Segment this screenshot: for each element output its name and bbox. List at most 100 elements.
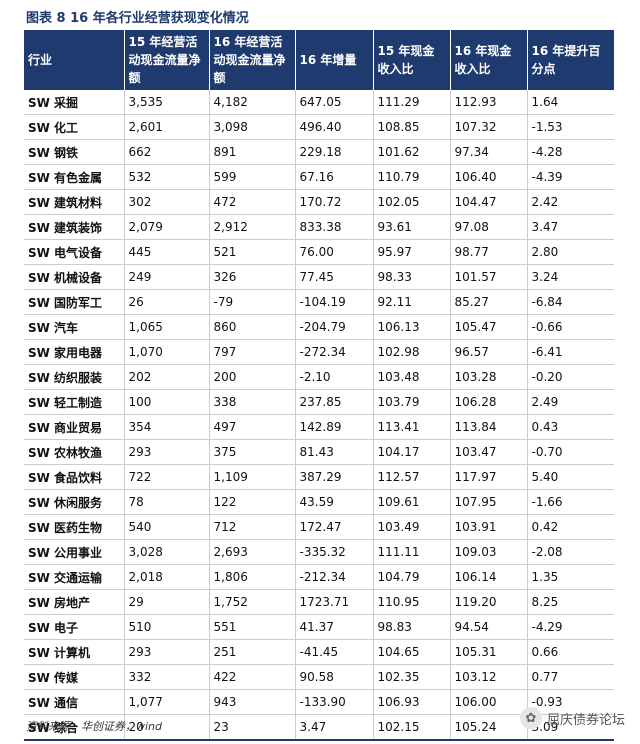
- value-cell: 41.37: [295, 614, 374, 640]
- value-cell: 860: [209, 314, 296, 340]
- watermark: ✿ 屈庆债券论坛: [520, 707, 625, 729]
- value-cell: 106.40: [450, 164, 528, 190]
- value-cell: 142.89: [295, 414, 374, 440]
- value-cell: 251: [209, 639, 296, 665]
- table-row: SW 家用电器 1,070 797 -272.34 102.98 96.57 -6.41: [24, 339, 614, 365]
- value-cell: 0.42: [527, 514, 614, 540]
- value-cell: 109.03: [450, 539, 528, 565]
- col-header-cf15: 15 年经营活动现金流量净额: [124, 30, 210, 90]
- value-cell: 200: [209, 364, 296, 390]
- value-cell: 108.85: [373, 114, 451, 140]
- value-cell: 375: [209, 439, 296, 465]
- table-row: SW 国防军工 26 -79 -104.19 92.11 85.27 -6.84: [24, 289, 614, 315]
- value-cell: 332: [124, 664, 210, 690]
- value-cell: 2.49: [527, 389, 614, 415]
- col-header-increase: 16 年增量: [295, 30, 374, 90]
- value-cell: 76.00: [295, 239, 374, 265]
- value-cell: 106.93: [373, 689, 451, 715]
- value-cell: 122: [209, 489, 296, 515]
- value-cell: -1.66: [527, 489, 614, 515]
- value-cell: 2,912: [209, 214, 296, 240]
- table-row: SW 传媒 332 422 90.58 102.35 103.12 0.77: [24, 664, 614, 690]
- value-cell: 102.35: [373, 664, 451, 690]
- value-cell: 3,535: [124, 90, 210, 115]
- value-cell: -4.39: [527, 164, 614, 190]
- value-cell: 78: [124, 489, 210, 515]
- value-cell: 106.14: [450, 564, 528, 590]
- value-cell: 496.40: [295, 114, 374, 140]
- value-cell: 712: [209, 514, 296, 540]
- value-cell: 302: [124, 189, 210, 215]
- value-cell: 445: [124, 239, 210, 265]
- value-cell: 43.59: [295, 489, 374, 515]
- value-cell: 170.72: [295, 189, 374, 215]
- value-cell: 113.84: [450, 414, 528, 440]
- table-row: SW 综合 20 23 3.47 102.15 105.24 3.09: [24, 714, 614, 741]
- value-cell: 107.95: [450, 489, 528, 515]
- col-header-pp-change: 16 年提升百分点: [527, 30, 614, 90]
- table-row: SW 轻工制造 100 338 237.85 103.79 106.28 2.49: [24, 389, 614, 415]
- value-cell: 106.13: [373, 314, 451, 340]
- value-cell: 109.61: [373, 489, 451, 515]
- value-cell: 97.34: [450, 139, 528, 165]
- value-cell: 105.47: [450, 314, 528, 340]
- industry-name-cell: SW 传媒: [24, 664, 125, 690]
- value-cell: 647.05: [295, 90, 374, 115]
- value-cell: 92.11: [373, 289, 451, 315]
- value-cell: 104.47: [450, 189, 528, 215]
- table-row: SW 钢铁 662 891 229.18 101.62 97.34 -4.28: [24, 139, 614, 165]
- value-cell: 119.20: [450, 589, 528, 615]
- table-row: SW 交通运输 2,018 1,806 -212.34 104.79 106.14 1.35: [24, 564, 614, 590]
- value-cell: 107.32: [450, 114, 528, 140]
- value-cell: 106.28: [450, 389, 528, 415]
- col-header-industry: 行业: [24, 30, 125, 90]
- value-cell: -0.70: [527, 439, 614, 465]
- value-cell: -6.41: [527, 339, 614, 365]
- value-cell: -104.19: [295, 289, 374, 315]
- value-cell: 202: [124, 364, 210, 390]
- industry-name-cell: SW 食品饮料: [24, 464, 125, 490]
- industry-name-cell: SW 建筑材料: [24, 189, 125, 215]
- industry-name-cell: SW 轻工制造: [24, 389, 125, 415]
- table-row: SW 有色金属 532 599 67.16 110.79 106.40 -4.39: [24, 164, 614, 190]
- value-cell: 93.61: [373, 214, 451, 240]
- value-cell: -1.53: [527, 114, 614, 140]
- value-cell: 1,806: [209, 564, 296, 590]
- industry-name-cell: SW 计算机: [24, 639, 125, 665]
- value-cell: 101.57: [450, 264, 528, 290]
- value-cell: 26: [124, 289, 210, 315]
- table-row: SW 公用事业 3,028 2,693 -335.32 111.11 109.03 -2.0…: [24, 539, 614, 565]
- value-cell: 354: [124, 414, 210, 440]
- table-row: SW 采掘 3,535 4,182 647.05 111.29 112.93 1.64: [24, 90, 614, 115]
- table-row: SW 计算机 293 251 -41.45 104.65 105.31 0.66: [24, 639, 614, 665]
- value-cell: 111.29: [373, 90, 451, 115]
- value-cell: 0.77: [527, 664, 614, 690]
- industry-name-cell: SW 通信: [24, 689, 125, 715]
- value-cell: 8.25: [527, 589, 614, 615]
- value-cell: 102.15: [373, 714, 451, 741]
- value-cell: 95.97: [373, 239, 451, 265]
- industry-name-cell: SW 公用事业: [24, 539, 125, 565]
- value-cell: 106.00: [450, 689, 528, 715]
- value-cell: 20: [124, 714, 210, 741]
- value-cell: 3.47: [527, 214, 614, 240]
- value-cell: -0.93: [527, 689, 614, 715]
- watermark-text: 屈庆债券论坛: [547, 712, 626, 728]
- industry-name-cell: SW 交通运输: [24, 564, 125, 590]
- value-cell: 104.65: [373, 639, 451, 665]
- col-header-cf16: 16 年经营活动现金流量净额: [209, 30, 296, 90]
- wechat-icon: ✿: [520, 707, 542, 729]
- industry-name-cell: SW 商业贸易: [24, 414, 125, 440]
- value-cell: 100: [124, 389, 210, 415]
- value-cell: 532: [124, 164, 210, 190]
- figure-title: 图表 8 16 年各行业经营获现变化情况: [26, 11, 249, 26]
- value-cell: 1,077: [124, 689, 210, 715]
- value-cell: 4,182: [209, 90, 296, 115]
- value-cell: 2.42: [527, 189, 614, 215]
- value-cell: 111.11: [373, 539, 451, 565]
- value-cell: 293: [124, 439, 210, 465]
- value-cell: 117.97: [450, 464, 528, 490]
- value-cell: 96.57: [450, 339, 528, 365]
- source-note: 资料来源：华创证券，wind: [26, 720, 163, 733]
- value-cell: 5.40: [527, 464, 614, 490]
